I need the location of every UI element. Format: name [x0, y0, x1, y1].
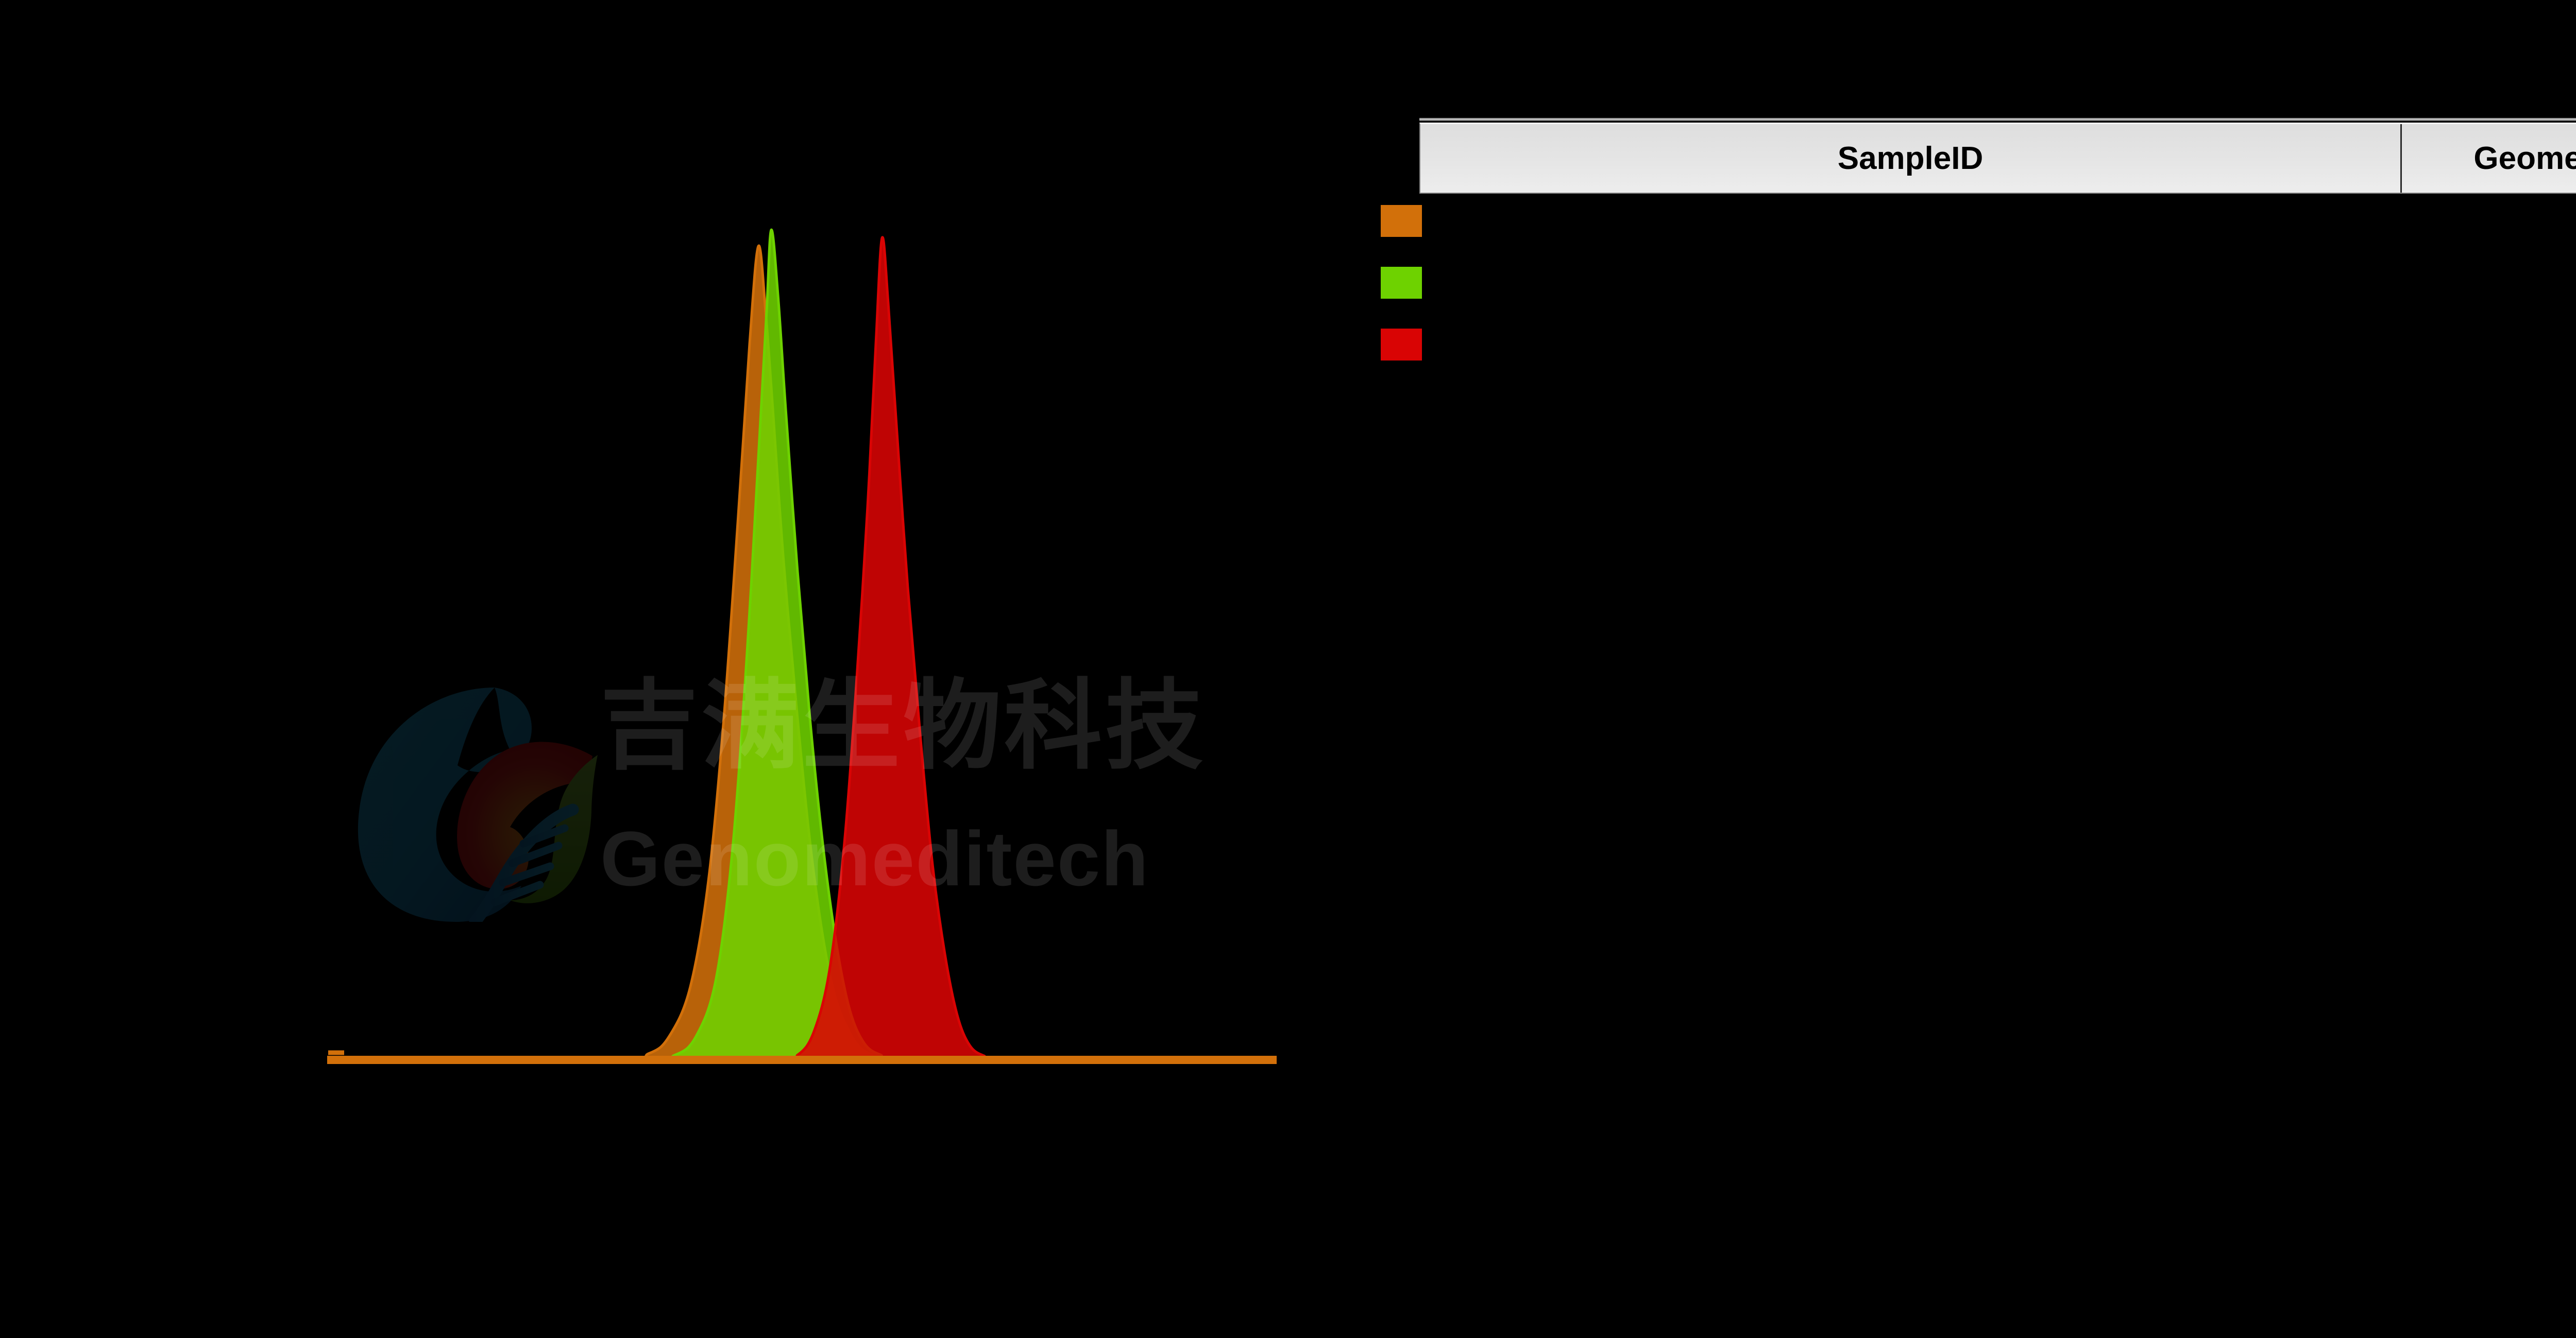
- histogram-plot-panel: 吉满生物科技 Genomeditech: [327, 228, 1277, 1064]
- stats-table-header-sampleid[interactable]: SampleID: [1420, 124, 2402, 193]
- legend-swatch-red-icon[interactable]: [1381, 329, 1422, 361]
- green-histogram: [327, 228, 1277, 1062]
- stats-table-header-row: SampleID Geometric Mean : FL11-H: [1419, 123, 2576, 194]
- legend-swatch-green-icon[interactable]: [1381, 267, 1422, 299]
- stats-table-top-rule: [1419, 118, 2576, 121]
- legend-item-0[interactable]: [1381, 205, 1535, 237]
- red-histogram: [327, 236, 1277, 1062]
- legend-item-1[interactable]: [1381, 267, 1535, 299]
- stats-table-header-geometric-mean[interactable]: Geometric Mean : FL11-H: [2473, 141, 2576, 176]
- histogram-series-layer: [327, 228, 1277, 1062]
- legend: [1381, 205, 1535, 375]
- legend-item-2[interactable]: [1381, 329, 1535, 361]
- legend-swatch-orange-icon[interactable]: [1381, 205, 1422, 237]
- histogram-plot-svg: [327, 228, 1277, 1064]
- stats-table: SampleID Geometric Mean : FL11-H: [1419, 123, 2576, 194]
